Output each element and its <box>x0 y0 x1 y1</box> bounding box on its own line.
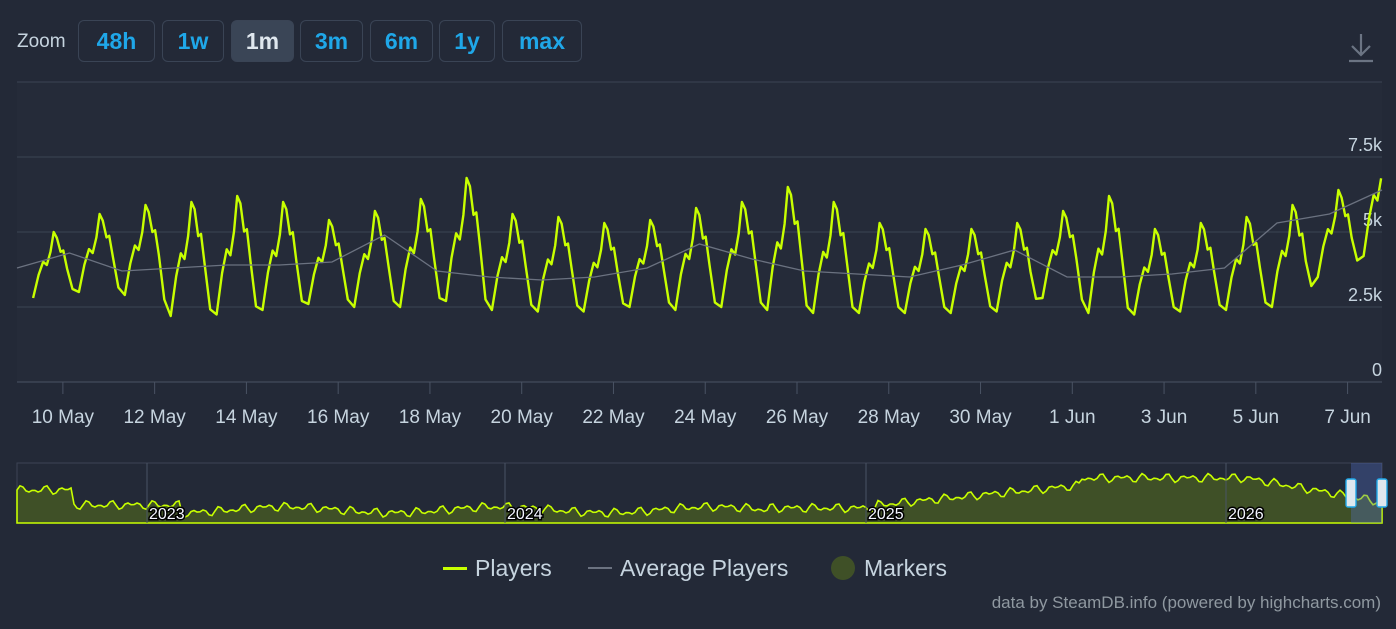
chart-gridlines <box>17 81 1382 383</box>
x-tick-label: 28 May <box>858 407 921 428</box>
players-series-line <box>31 176 1383 318</box>
y-tick-label: 0 <box>1372 360 1382 380</box>
zoom-button-3m[interactable]: 3m <box>300 20 363 62</box>
x-tick-label: 24 May <box>674 407 737 428</box>
navigator[interactable]: 2023 2024 2025 2026 <box>16 462 1388 525</box>
x-tick-label: 7 Jun <box>1324 407 1370 428</box>
zoom-button-6m[interactable]: 6m <box>370 20 433 62</box>
y-tick-label: 5k <box>1363 210 1383 230</box>
chart-toolbar: Zoom 48h 1w 1m 3m 6m 1y max <box>0 0 1396 70</box>
y-axis-labels: 0 2.5k 5k 7.5k <box>1348 135 1383 380</box>
navigator-year-label: 2023 <box>149 506 185 523</box>
zoom-button-max[interactable]: max <box>502 20 582 62</box>
legend-markers-label: Markers <box>864 555 948 581</box>
zoom-button-1y[interactable]: 1y <box>439 20 495 62</box>
navigator-handle-left[interactable] <box>1345 478 1357 508</box>
x-axis: 10 May 12 May 14 May 16 May 18 May 20 May 22 M… <box>32 382 1371 428</box>
x-tick-label: 12 May <box>123 407 186 428</box>
y-tick-label: 2.5k <box>1348 285 1383 305</box>
x-tick-label: 16 May <box>307 407 370 428</box>
legend-average-label: Average Players <box>620 555 789 581</box>
x-tick-label: 22 May <box>582 407 645 428</box>
navigator-year-label: 2025 <box>868 506 904 523</box>
x-tick-label: 14 May <box>215 407 278 428</box>
zoom-button-1m[interactable]: 1m <box>231 20 294 62</box>
x-tick-label: 1 Jun <box>1049 407 1095 428</box>
navigator-year-label: 2024 <box>507 506 543 523</box>
navigator-year-label: 2026 <box>1228 506 1264 523</box>
navigator-area <box>16 472 1383 524</box>
x-tick-label: 30 May <box>949 407 1012 428</box>
credits-link[interactable]: data by SteamDB.info (powered by highcha… <box>991 593 1381 612</box>
x-tick-label: 3 Jun <box>1141 407 1187 428</box>
x-tick-label: 5 Jun <box>1233 407 1279 428</box>
zoom-button-1w[interactable]: 1w <box>162 20 224 62</box>
y-tick-label: 7.5k <box>1348 135 1383 155</box>
zoom-button-48h[interactable]: 48h <box>78 20 155 62</box>
download-icon[interactable] <box>1346 32 1376 64</box>
x-tick-label: 20 May <box>491 407 554 428</box>
players-line-icon <box>443 567 467 570</box>
markers-dot-icon <box>831 556 855 580</box>
chart-series <box>16 176 1383 318</box>
average-line-icon <box>588 567 612 569</box>
navigator-handle-right[interactable] <box>1376 478 1388 508</box>
legend-players-label: Players <box>475 555 552 581</box>
average-players-series-line <box>16 189 1383 281</box>
x-tick-label: 26 May <box>766 407 829 428</box>
zoom-label: Zoom <box>17 31 66 52</box>
x-tick-label: 18 May <box>399 407 462 428</box>
x-tick-label: 10 May <box>32 407 95 428</box>
